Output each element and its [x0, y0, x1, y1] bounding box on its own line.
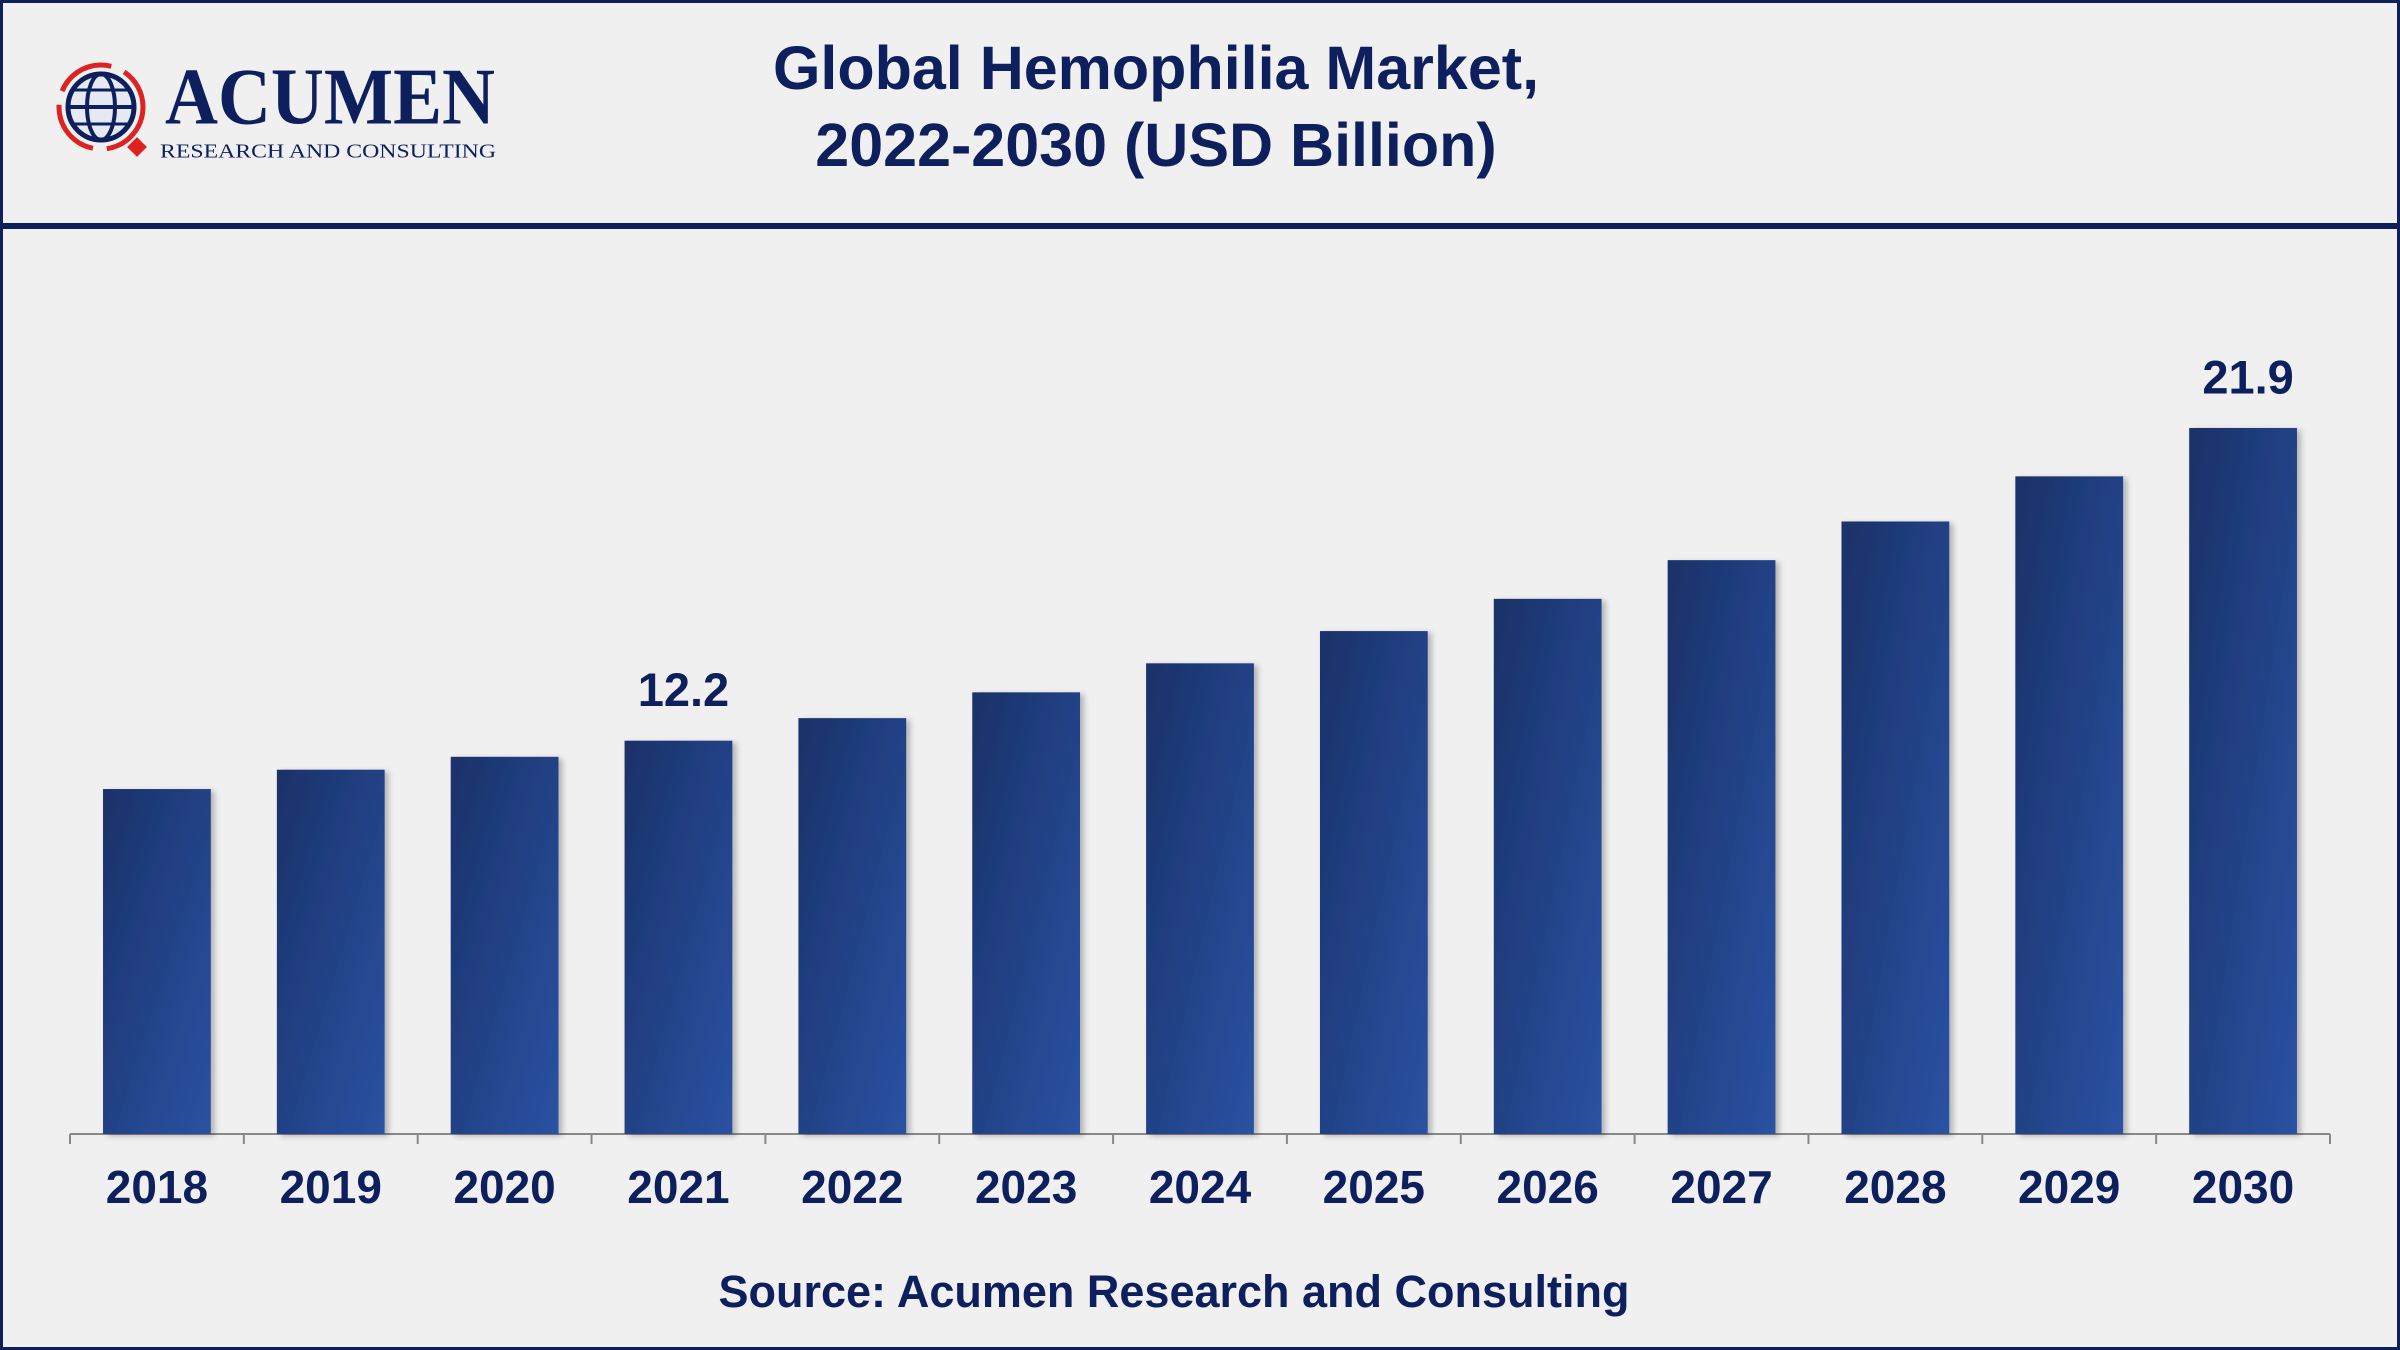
value-label: 12.2: [638, 663, 729, 716]
x-tick-label: 2023: [975, 1161, 1077, 1213]
bar: [103, 789, 211, 1134]
source-note: Source: Acumen Research and Consulting: [718, 1266, 1629, 1317]
x-tick-label: 2018: [106, 1161, 208, 1213]
bar: [972, 692, 1081, 1134]
bar: [1146, 663, 1254, 1134]
logo-diamond: [127, 137, 147, 157]
logo-ring: [56, 62, 146, 152]
bar: [450, 756, 559, 1134]
x-tick-label: 2025: [1323, 1161, 1425, 1213]
bar: [798, 718, 907, 1134]
x-tick-label: 2019: [280, 1161, 382, 1213]
value-label: 21.9: [2202, 350, 2293, 403]
x-tick-label: 2027: [1670, 1161, 1772, 1213]
x-tick-label: 2022: [801, 1161, 903, 1213]
x-tick-label: 2021: [627, 1161, 729, 1213]
bar: [1493, 598, 1602, 1134]
bar: [1841, 521, 1950, 1134]
x-tick-label: 2029: [2018, 1161, 2120, 1213]
x-tick-label: 2030: [2192, 1161, 2294, 1213]
logo-tagline: RESEARCH AND CONSULTING: [160, 141, 496, 163]
bar: [1667, 560, 1776, 1134]
chart-title: 2022-2030 (USD Billion): [815, 111, 1496, 179]
bar: [624, 740, 733, 1134]
logo: ACUMEN RESEARCH AND CONSULTING: [56, 53, 496, 163]
x-tick-label: 2028: [1844, 1161, 1946, 1213]
chart-title: Global Hemophilia Market,: [773, 34, 1539, 102]
bar: [2189, 427, 2297, 1135]
x-tick-label: 2026: [1497, 1161, 1599, 1213]
x-tick-label: 2024: [1149, 1161, 1252, 1213]
logo-name: ACUMEN: [165, 53, 495, 141]
bar: [2015, 476, 2124, 1134]
x-tick-label: 2020: [453, 1161, 555, 1213]
bar: [276, 769, 385, 1134]
bar: [1319, 631, 1428, 1134]
